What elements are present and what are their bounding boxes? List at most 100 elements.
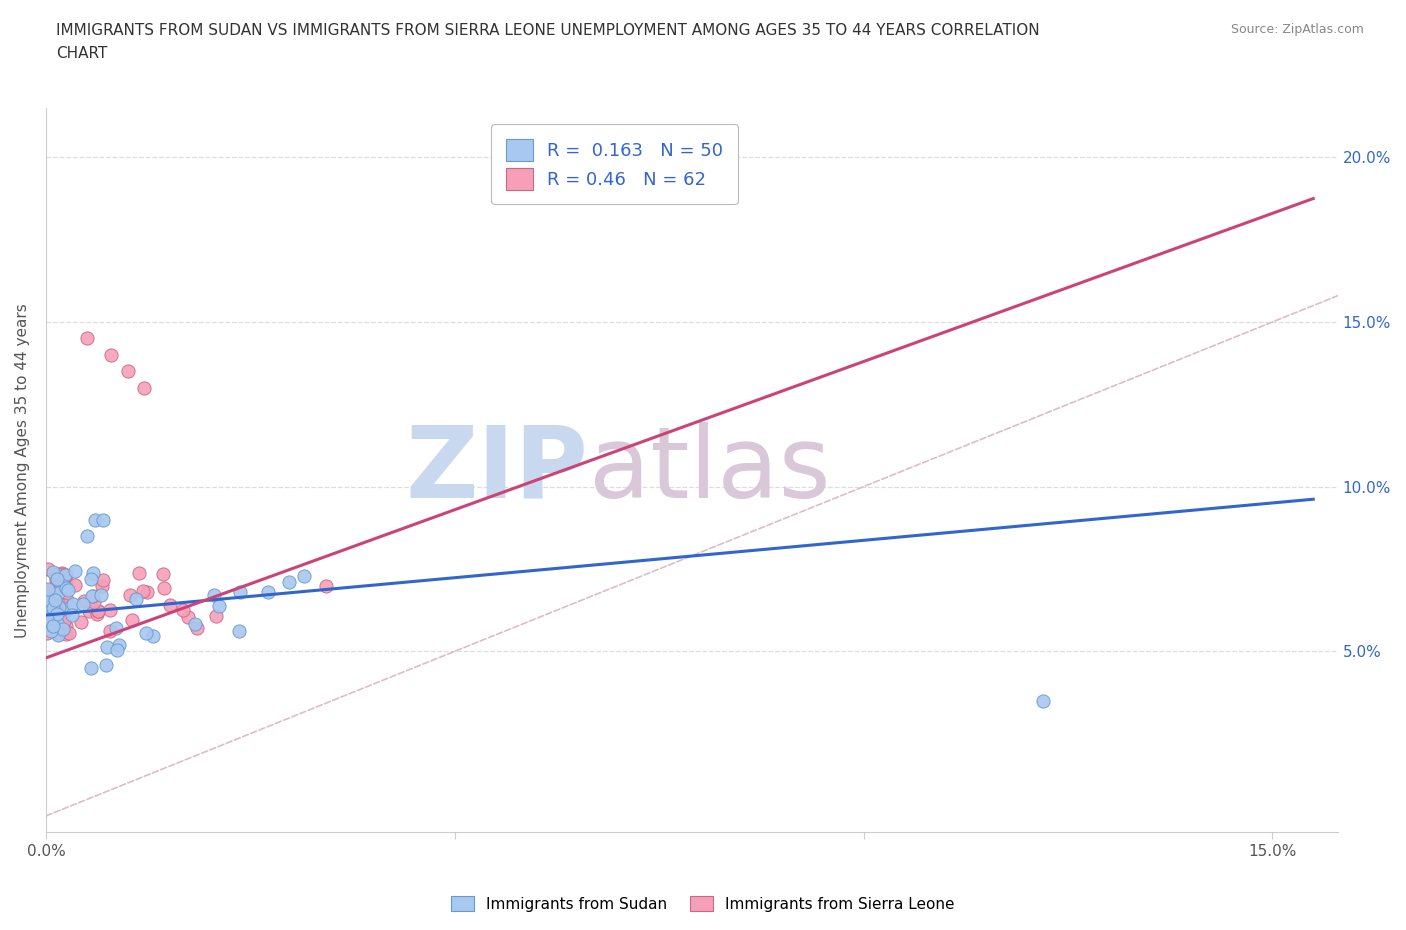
Point [80,589,103,604]
Point [48,599,70,614]
Point [292,568,315,583]
Point [69,615,91,630]
Point [72,597,94,612]
Point [58,625,80,640]
Point [46,628,69,643]
Point [91,578,114,593]
Point [121,612,143,627]
Point [38,589,60,604]
Point [86,606,108,621]
Point [52,597,75,612]
Point [79,572,101,587]
Point [100,348,122,363]
Point [229,585,252,600]
Point [37,581,59,596]
Point [79,661,101,676]
Text: ZIP: ZIP [406,421,589,519]
Point [202,587,225,602]
Point [172,603,194,618]
Point [55,577,77,591]
Point [132,583,155,598]
Point [315,578,337,593]
Point [49,619,72,634]
Point [37,600,59,615]
Point [45,573,67,588]
Point [49,566,72,581]
Point [41,600,63,615]
Point [87,604,110,619]
Point [38,583,60,598]
Point [37,593,59,608]
Point [55,618,77,633]
Point [59,600,82,615]
Point [91,512,114,527]
Point [42,565,65,579]
Point [105,621,128,636]
Legend: R =  0.163   N = 50, R = 0.46   N = 62: R = 0.163 N = 50, R = 0.46 N = 62 [491,125,738,205]
Point [45,616,67,631]
Point [65,578,87,592]
Point [55,627,77,642]
Point [37,609,59,624]
Point [46,567,69,582]
Point [128,565,150,580]
Point [46,572,69,587]
Point [46,586,69,601]
Point [186,620,208,635]
Point [118,588,141,603]
Point [96,640,118,655]
Point [117,364,139,379]
Point [56,592,79,607]
Point [58,582,80,597]
Point [35,626,58,641]
Point [91,573,114,588]
Point [37,617,59,631]
Text: atlas: atlas [589,421,830,519]
Point [52,578,75,593]
Point [96,658,118,672]
Point [228,624,250,639]
Point [205,608,228,623]
Point [39,624,62,639]
Point [55,567,77,582]
Point [135,625,157,640]
Point [44,592,66,607]
Point [76,331,98,346]
Point [84,512,107,527]
Point [44,600,66,615]
Point [207,599,229,614]
Point [184,617,207,631]
Point [82,588,104,603]
Point [82,565,104,580]
Point [52,614,75,629]
Point [46,599,69,614]
Point [46,626,69,641]
Point [52,621,75,636]
Point [72,593,94,608]
Point [37,562,59,577]
Point [46,607,69,622]
Point [98,603,121,618]
Point [55,580,77,595]
Point [107,637,129,652]
Point [152,566,174,581]
Point [53,567,76,582]
Point [41,618,63,633]
Point [1032,693,1054,708]
Point [257,585,280,600]
Point [35,587,58,602]
Point [132,380,155,395]
Point [46,592,69,607]
Point [83,594,105,609]
Point [62,596,84,611]
Point [105,642,128,657]
Point [48,609,70,624]
Point [278,575,301,590]
Point [49,616,72,631]
Point [153,580,176,595]
Point [52,605,75,620]
Point [60,607,83,622]
Point [45,570,67,585]
Point [42,581,65,596]
Point [87,603,110,618]
